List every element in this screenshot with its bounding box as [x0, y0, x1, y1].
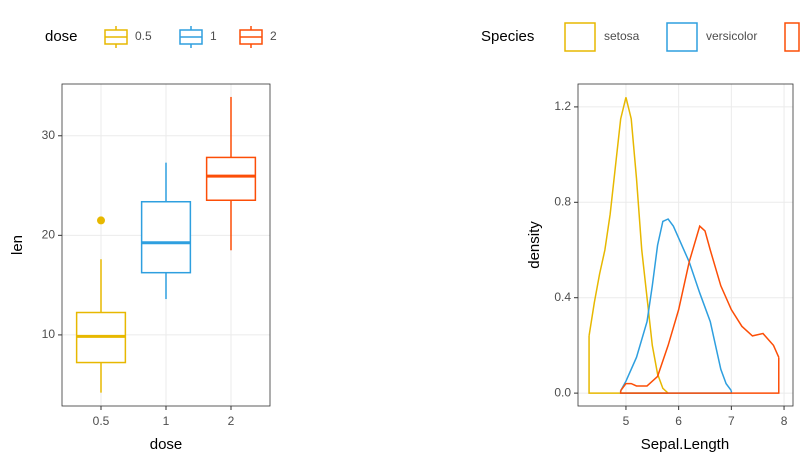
box	[140, 200, 192, 274]
x-tick-label: 1	[163, 414, 170, 428]
y-tick-label: 0.4	[554, 290, 571, 304]
y-tick-label: 30	[42, 128, 56, 142]
legend-label: setosa	[604, 29, 640, 43]
x-tick-label: 7	[728, 414, 735, 428]
y-axis-title: density	[526, 221, 543, 269]
density-curve	[620, 224, 780, 392]
panel-border	[61, 83, 271, 407]
density-outline	[619, 357, 780, 394]
legend-title: dose	[45, 28, 78, 45]
panel-border	[577, 83, 794, 407]
outlier	[97, 216, 105, 225]
panel	[578, 84, 793, 406]
legend-key	[784, 22, 800, 52]
y-tick-label: 0.8	[554, 194, 571, 208]
y-tick-label: 20	[42, 228, 56, 242]
legend-label: versicolor	[706, 29, 757, 43]
legend-key	[564, 22, 596, 52]
density-curve	[620, 218, 732, 392]
x-axis-title: Sepal.Length	[641, 436, 729, 453]
x-tick-label: 0.5	[93, 414, 110, 428]
legend-title: Species	[481, 28, 534, 45]
density-curve	[588, 97, 669, 394]
x-tick-label: 8	[781, 414, 788, 428]
x-tick-label: 5	[623, 414, 630, 428]
box	[205, 156, 257, 201]
y-tick-label: 10	[42, 327, 56, 341]
y-tick-label: 1.2	[554, 99, 571, 113]
y-axis-title: len	[9, 235, 26, 255]
legend-label: 1	[210, 29, 217, 43]
legend-key	[666, 22, 698, 52]
legend-label: 2	[270, 29, 277, 43]
x-axis-title: dose	[150, 436, 183, 453]
legend-label: 0.5	[135, 29, 152, 43]
x-tick-label: 6	[675, 414, 682, 428]
y-tick-label: 0.0	[554, 385, 571, 399]
x-tick-label: 2	[228, 414, 235, 428]
